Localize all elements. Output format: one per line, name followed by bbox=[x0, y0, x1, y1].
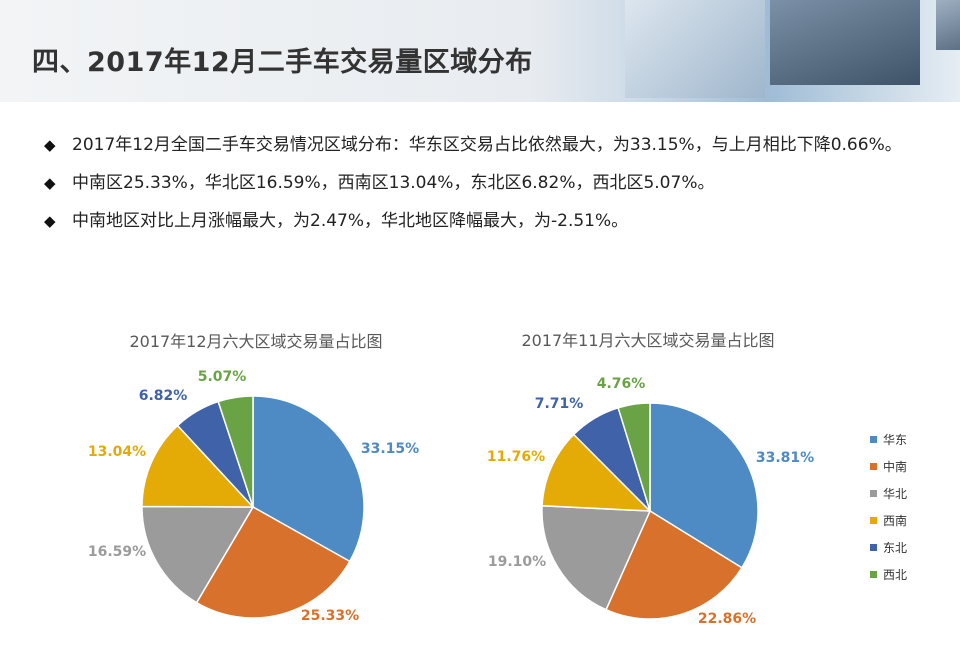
pie-slice-nov-0 bbox=[649, 402, 759, 569]
pie-title-dec: 2017年12月六大区域交易量占比图 bbox=[129, 332, 382, 351]
legend-label: 华东 bbox=[883, 433, 907, 447]
pie-slice-dec-5 bbox=[217, 395, 254, 508]
pie-data-label: 16.59% bbox=[88, 544, 146, 560]
diamond-bullet-icon: ◆ bbox=[44, 174, 56, 192]
pie-slice-nov-2 bbox=[541, 504, 652, 611]
pie-data-label: 11.76% bbox=[487, 449, 545, 465]
pie-data-label: 13.04% bbox=[88, 444, 146, 460]
pie-data-label: 33.15% bbox=[361, 441, 419, 457]
pie-data-label: 6.82% bbox=[139, 388, 188, 404]
bullet-item: ◆ 中南地区对比上月涨幅最大，为2.47%，华北地区降幅最大，为-2.51%。 bbox=[44, 202, 924, 240]
bullet-text: 2017年12月全国二手车交易情况区域分布：华东区交易占比依然最大，为33.15… bbox=[72, 135, 902, 155]
pie-slice-dec-3 bbox=[141, 424, 255, 508]
legend-label: 西南 bbox=[883, 513, 907, 528]
legend-label: 东北 bbox=[883, 541, 907, 555]
pie-data-label: 4.76% bbox=[597, 376, 646, 392]
legend-swatch bbox=[870, 490, 877, 497]
page-title: 四、2017年12月二手车交易量区域分布 bbox=[32, 47, 533, 78]
legend-label: 华北 bbox=[883, 487, 907, 501]
legend-swatch bbox=[870, 517, 877, 524]
bullet-item: ◆ 中南区25.33%，华北区16.59%，西南区13.04%，东北区6.82%… bbox=[44, 164, 924, 202]
decor-cube bbox=[625, 0, 765, 98]
pie-slice-dec-0 bbox=[252, 395, 365, 563]
pie-slice-nov-5 bbox=[617, 402, 651, 512]
bullet-text: 中南地区对比上月涨幅最大，为2.47%，华北地区降幅最大，为-2.51%。 bbox=[72, 211, 629, 231]
pie-title-nov: 2017年11月六大区域交易量占比图 bbox=[521, 331, 774, 350]
header-banner bbox=[0, 0, 960, 102]
pie-data-label: 22.86% bbox=[698, 611, 756, 627]
legend-label: 中南 bbox=[883, 459, 907, 474]
diamond-bullet-icon: ◆ bbox=[44, 136, 56, 154]
bullet-item: ◆ 2017年12月全国二手车交易情况区域分布：华东区交易占比依然最大，为33.… bbox=[44, 126, 924, 164]
pie-data-label: 19.10% bbox=[488, 554, 546, 570]
pie-charts: 2017年12月六大区域交易量占比图 2017年11月六大区域交易量占比图 33… bbox=[88, 331, 907, 627]
pie-data-label: 5.07% bbox=[198, 369, 247, 385]
pie-slice-nov-1 bbox=[605, 509, 743, 620]
pie-data-label: 33.81% bbox=[756, 450, 814, 466]
decor-cube bbox=[936, 0, 960, 50]
legend-swatch bbox=[870, 571, 877, 578]
pie-chart-dec: 33.15% 25.33% 16.59% 13.04% 6.82% 5.07% bbox=[88, 369, 419, 624]
pie-slice-nov-3 bbox=[541, 433, 652, 512]
legend-swatch bbox=[870, 463, 877, 470]
pie-chart-nov: 33.81% 22.86% 19.10% 11.76% 7.71% 4.76% bbox=[487, 376, 814, 627]
bullet-text: 中南区25.33%，华北区16.59%，西南区13.04%，东北区6.82%，西… bbox=[72, 173, 715, 193]
legend-label: 西北 bbox=[883, 568, 907, 582]
pie-data-label: 7.71% bbox=[535, 396, 584, 412]
pie-slice-dec-1 bbox=[195, 505, 351, 619]
decor-cube bbox=[770, 0, 920, 85]
legend-swatch bbox=[870, 436, 877, 443]
pie-slice-dec-2 bbox=[141, 505, 255, 604]
diamond-bullet-icon: ◆ bbox=[44, 212, 56, 230]
bullet-list: ◆ 2017年12月全国二手车交易情况区域分布：华东区交易占比依然最大，为33.… bbox=[44, 126, 924, 240]
pie-data-label: 25.33% bbox=[301, 608, 359, 624]
legend-swatch bbox=[870, 544, 877, 551]
